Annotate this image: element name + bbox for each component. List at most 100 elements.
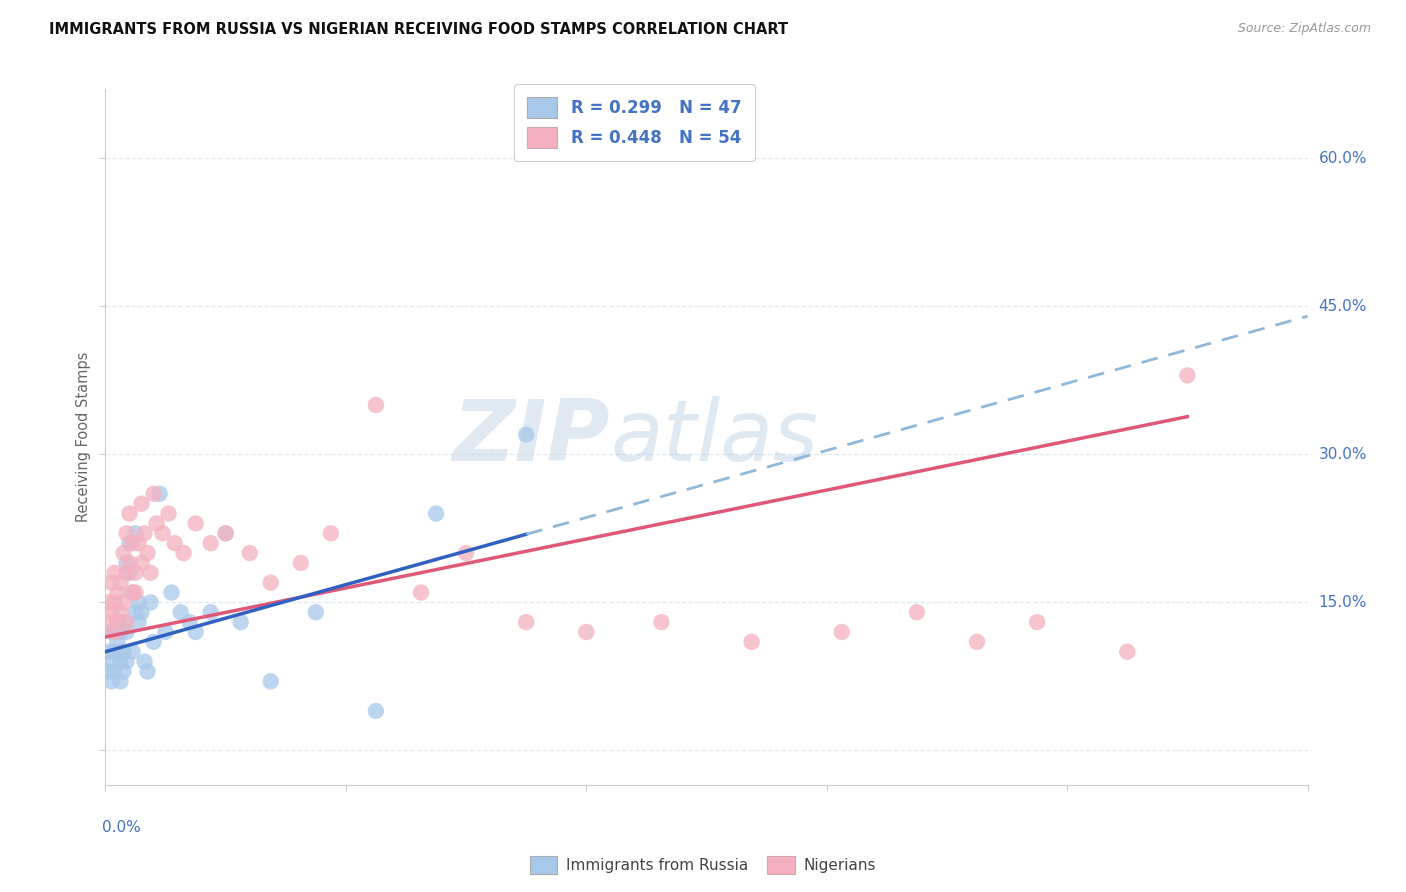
Text: atlas: atlas [610,395,818,479]
Point [115,556,138,570]
Point [305,605,328,619]
Point [97,595,120,609]
Point [515,615,537,629]
Point [115,655,138,669]
Point [136,665,159,679]
Point [115,566,138,580]
Point [319,526,342,541]
Point [128,595,150,609]
Point [128,536,150,550]
Point [107,585,129,599]
Point [364,398,387,412]
Point [260,575,283,590]
Point [831,625,853,640]
Text: ZIP: ZIP [453,395,610,479]
Point [103,595,125,609]
Point [103,665,125,679]
Point [112,645,135,659]
Text: IMMIGRANTS FROM RUSSIA VS NIGERIAN RECEIVING FOOD STAMPS CORRELATION CHART: IMMIGRANTS FROM RUSSIA VS NIGERIAN RECEI… [49,22,789,37]
Point [118,507,141,521]
Text: 0.0%: 0.0% [103,820,141,835]
Point [110,605,132,619]
Point [110,655,132,669]
Point [128,615,150,629]
Point [142,635,165,649]
Point [239,546,262,560]
Point [169,605,191,619]
Point [118,536,141,550]
Point [97,645,120,659]
Point [121,645,143,659]
Point [905,605,928,619]
Point [139,566,162,580]
Point [142,487,165,501]
Point [103,566,125,580]
Point [97,665,120,679]
Point [260,674,283,689]
Point [131,497,153,511]
Point [112,665,135,679]
Point [110,625,132,640]
Point [741,635,763,649]
Point [131,556,153,570]
Point [409,585,432,599]
Point [112,615,135,629]
Point [155,625,177,640]
Point [103,625,125,640]
Point [134,655,156,669]
Text: 15.0%: 15.0% [1319,595,1367,610]
Legend: Immigrants from Russia, Nigerians: Immigrants from Russia, Nigerians [523,850,883,880]
Point [214,526,236,541]
Point [112,595,135,609]
Point [454,546,477,560]
Point [118,566,141,580]
Point [97,615,120,629]
Point [118,556,141,570]
Point [1026,615,1049,629]
Point [145,516,167,531]
Point [124,566,146,580]
Point [110,575,132,590]
Point [650,615,672,629]
Point [110,674,132,689]
Point [214,526,236,541]
Point [425,507,447,521]
Point [112,546,135,560]
Point [200,536,222,550]
Text: Source: ZipAtlas.com: Source: ZipAtlas.com [1237,22,1371,36]
Point [100,605,122,619]
Point [115,625,138,640]
Point [1175,368,1198,383]
Y-axis label: Receiving Food Stamps: Receiving Food Stamps [76,351,91,523]
Point [163,536,186,550]
Point [1116,645,1139,659]
Point [575,625,598,640]
Point [229,615,252,629]
Point [121,585,143,599]
Point [100,655,122,669]
Point [173,546,195,560]
Point [136,546,159,560]
Legend: R = 0.299   N = 47, R = 0.448   N = 54: R = 0.299 N = 47, R = 0.448 N = 54 [515,84,755,161]
Text: 60.0%: 60.0% [1319,151,1367,166]
Point [100,575,122,590]
Point [200,605,222,619]
Point [107,635,129,649]
Point [184,516,207,531]
Point [124,585,146,599]
Point [152,526,174,541]
Point [121,585,143,599]
Point [103,625,125,640]
Point [100,625,122,640]
Point [157,507,180,521]
Point [966,635,988,649]
Point [115,615,138,629]
Point [148,487,170,501]
Point [110,645,132,659]
Point [131,605,153,619]
Point [364,704,387,718]
Point [115,526,138,541]
Point [160,585,183,599]
Point [107,615,129,629]
Point [134,526,156,541]
